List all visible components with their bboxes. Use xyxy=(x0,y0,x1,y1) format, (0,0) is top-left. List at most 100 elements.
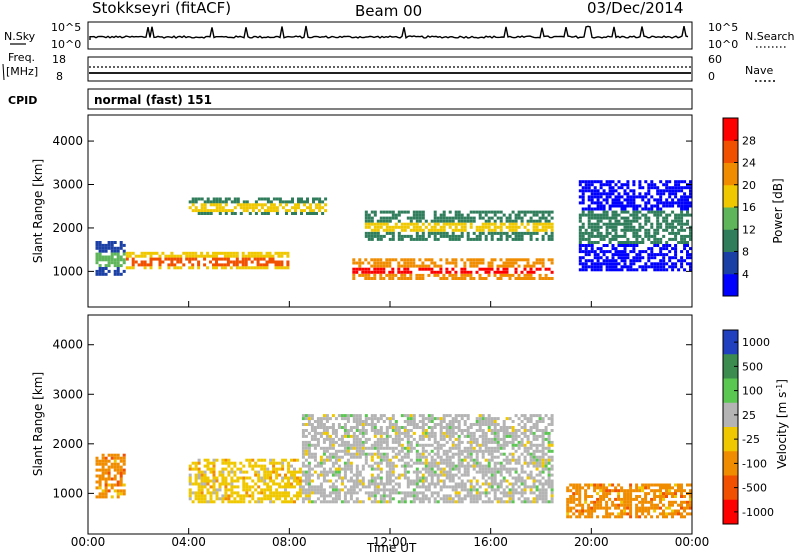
heatmap-cell xyxy=(526,500,530,504)
heatmap-cell xyxy=(596,198,600,202)
heatmap-cell xyxy=(284,497,287,501)
heatmap-cell xyxy=(451,429,455,432)
heatmap-cell xyxy=(346,446,350,450)
heatmap-cell xyxy=(285,200,288,204)
heatmap-cell xyxy=(478,467,482,471)
heatmap-cell xyxy=(337,458,341,462)
heatmap-cell xyxy=(596,497,600,501)
heatmap-cell xyxy=(173,266,177,270)
heatmap-cell xyxy=(203,212,207,215)
heatmap-cell xyxy=(511,497,515,501)
heatmap-cell xyxy=(550,423,554,426)
heatmap-cell xyxy=(346,431,350,435)
heatmap-cell xyxy=(280,263,284,267)
heatmap-cell xyxy=(275,197,279,201)
heatmap-cell xyxy=(337,414,341,418)
power-colorbar-tick-label: 20 xyxy=(742,179,756,192)
heatmap-cell xyxy=(373,210,377,214)
heatmap-cell xyxy=(439,219,443,223)
heatmap-cell xyxy=(487,470,491,474)
heatmap-cell xyxy=(632,192,636,196)
heatmap-cell xyxy=(221,206,225,210)
heatmap-cell xyxy=(107,264,111,268)
heatmap-cell xyxy=(224,494,228,498)
heatmap-cell xyxy=(322,491,326,495)
heatmap-cell xyxy=(245,470,249,474)
heatmap-cell xyxy=(284,473,287,477)
heatmap-cell xyxy=(538,414,542,418)
heatmap-cell xyxy=(644,204,648,208)
heatmap-cell xyxy=(472,467,476,471)
heatmap-cell xyxy=(260,497,264,501)
heatmap-cell xyxy=(421,426,425,429)
heatmap-cell xyxy=(376,264,380,268)
heatmap-cell xyxy=(478,258,482,262)
heatmap-cell xyxy=(388,446,392,450)
heatmap-cell xyxy=(451,231,455,235)
heatmap-cell xyxy=(209,494,213,498)
heatmap-cell xyxy=(397,449,401,453)
heatmap-cell xyxy=(674,483,677,487)
heatmap-cell xyxy=(433,485,437,489)
heatmap-cell xyxy=(641,250,645,254)
heatmap-cell xyxy=(418,455,422,459)
heatmap-cell xyxy=(284,476,287,480)
heatmap-cell xyxy=(352,500,356,504)
heatmap-cell xyxy=(191,203,195,207)
heatmap-cell xyxy=(439,437,443,441)
heatmap-cell xyxy=(614,198,618,202)
heatmap-cell xyxy=(445,426,449,429)
heatmap-cell xyxy=(212,203,216,207)
heatmap-cell xyxy=(635,207,639,211)
heatmap-cell xyxy=(529,461,533,465)
heatmap-cell xyxy=(128,251,132,255)
heatmap-cell xyxy=(254,206,258,210)
heatmap-cell xyxy=(647,210,651,214)
heatmap-cell xyxy=(445,431,449,435)
heatmap-cell xyxy=(436,482,440,486)
heatmap-cell xyxy=(191,200,195,204)
heatmap-cell xyxy=(466,455,470,459)
heatmap-cell xyxy=(505,429,509,432)
heatmap-cell xyxy=(575,486,579,490)
heatmap-cell xyxy=(430,420,434,423)
heatmap-cell xyxy=(206,254,210,258)
heatmap-cell xyxy=(505,458,509,462)
heatmap-cell xyxy=(322,426,326,429)
heatmap-cell xyxy=(475,458,479,462)
heatmap-cell xyxy=(590,495,594,498)
heatmap-cell xyxy=(514,476,518,480)
heatmap-cell xyxy=(587,509,591,513)
heatmap-cell xyxy=(550,261,554,265)
heatmap-cell xyxy=(212,473,216,477)
heatmap-cell xyxy=(421,491,425,495)
heatmap-cell xyxy=(325,446,329,450)
heatmap-cell xyxy=(493,449,497,453)
heatmap-cell xyxy=(370,446,374,450)
heatmap-cell xyxy=(644,265,648,269)
heatmap-cell xyxy=(505,431,509,435)
heatmap-cell xyxy=(415,219,419,223)
heatmap-cell xyxy=(614,489,618,493)
heatmap-cell xyxy=(194,491,198,495)
heatmap-cell xyxy=(442,426,446,429)
heatmap-cell xyxy=(623,234,627,238)
heatmap-cell xyxy=(253,257,257,261)
power-colorbar-cell xyxy=(723,273,738,297)
heatmap-cell xyxy=(460,449,464,453)
heatmap-cell xyxy=(436,491,440,495)
heatmap-cell xyxy=(584,495,588,498)
heatmap-cell xyxy=(325,431,329,435)
heatmap-cell xyxy=(409,458,413,462)
heatmap-cell xyxy=(263,203,267,207)
heatmap-cell xyxy=(469,261,473,265)
heatmap-cell xyxy=(587,250,591,254)
heatmap-cell xyxy=(436,228,440,232)
heatmap-cell xyxy=(421,231,425,235)
heatmap-cell xyxy=(113,468,117,472)
heatmap-cell xyxy=(343,443,347,447)
heatmap-cell xyxy=(427,420,431,423)
heatmap-cell xyxy=(623,210,627,214)
heatmap-cell xyxy=(427,461,431,465)
heatmap-cell xyxy=(343,417,347,421)
